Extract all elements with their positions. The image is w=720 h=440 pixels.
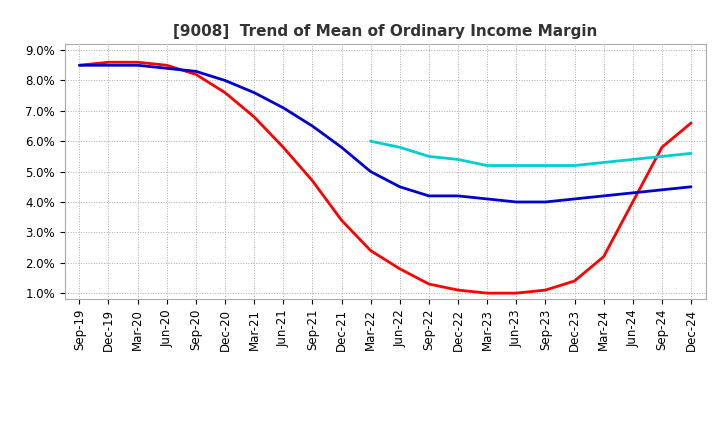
7 Years xyxy=(454,157,462,162)
5 Years xyxy=(541,199,550,205)
3 Years xyxy=(250,114,258,120)
3 Years xyxy=(220,90,229,95)
5 Years xyxy=(512,199,521,205)
3 Years xyxy=(629,199,637,205)
7 Years xyxy=(629,157,637,162)
3 Years xyxy=(657,145,666,150)
7 Years xyxy=(483,163,492,168)
5 Years xyxy=(366,169,375,174)
5 Years xyxy=(599,193,608,198)
3 Years xyxy=(279,145,287,150)
5 Years xyxy=(308,123,317,128)
3 Years xyxy=(337,217,346,223)
3 Years xyxy=(687,121,696,126)
3 Years xyxy=(541,287,550,293)
Title: [9008]  Trend of Mean of Ordinary Income Margin: [9008] Trend of Mean of Ordinary Income … xyxy=(173,24,598,39)
Line: 7 Years: 7 Years xyxy=(371,141,691,165)
Line: 3 Years: 3 Years xyxy=(79,62,691,293)
7 Years xyxy=(657,154,666,159)
5 Years xyxy=(250,90,258,95)
3 Years xyxy=(599,254,608,259)
5 Years xyxy=(75,62,84,68)
3 Years xyxy=(454,287,462,293)
3 Years xyxy=(483,290,492,296)
3 Years xyxy=(104,59,113,65)
7 Years xyxy=(366,139,375,144)
5 Years xyxy=(629,190,637,195)
5 Years xyxy=(483,196,492,202)
5 Years xyxy=(104,62,113,68)
7 Years xyxy=(425,154,433,159)
5 Years xyxy=(395,184,404,190)
5 Years xyxy=(657,187,666,192)
3 Years xyxy=(512,290,521,296)
5 Years xyxy=(192,69,200,74)
3 Years xyxy=(75,62,84,68)
3 Years xyxy=(192,72,200,77)
3 Years xyxy=(570,279,579,284)
3 Years xyxy=(308,178,317,183)
5 Years xyxy=(425,193,433,198)
5 Years xyxy=(570,196,579,202)
3 Years xyxy=(133,59,142,65)
3 Years xyxy=(163,62,171,68)
7 Years xyxy=(687,151,696,156)
7 Years xyxy=(395,145,404,150)
7 Years xyxy=(541,163,550,168)
Line: 5 Years: 5 Years xyxy=(79,65,691,202)
5 Years xyxy=(220,78,229,83)
5 Years xyxy=(279,105,287,110)
5 Years xyxy=(337,145,346,150)
7 Years xyxy=(599,160,608,165)
Legend: 3 Years, 5 Years, 7 Years, 10 Years: 3 Years, 5 Years, 7 Years, 10 Years xyxy=(189,438,582,440)
3 Years xyxy=(395,266,404,271)
5 Years xyxy=(163,66,171,71)
7 Years xyxy=(570,163,579,168)
5 Years xyxy=(133,62,142,68)
5 Years xyxy=(687,184,696,190)
7 Years xyxy=(512,163,521,168)
3 Years xyxy=(366,248,375,253)
3 Years xyxy=(425,281,433,286)
5 Years xyxy=(454,193,462,198)
